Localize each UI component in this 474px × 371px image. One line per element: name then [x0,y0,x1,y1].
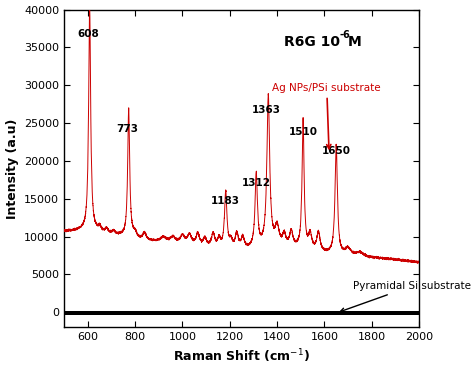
Text: 773: 773 [117,124,138,134]
Text: 608: 608 [78,29,100,39]
Text: 1650: 1650 [322,147,351,157]
Text: Ag NPs/PSi substrate: Ag NPs/PSi substrate [273,83,381,149]
Text: 1510: 1510 [289,128,318,138]
Text: Pyramidal Si substrate: Pyramidal Si substrate [340,281,471,312]
Y-axis label: Intensity (a.u): Intensity (a.u) [6,118,18,219]
Text: M: M [348,35,362,49]
Text: 1183: 1183 [211,196,240,206]
Text: 1363: 1363 [252,105,281,115]
Text: 1312: 1312 [242,178,271,188]
X-axis label: Raman Shift (cm$^{-1}$): Raman Shift (cm$^{-1}$) [173,348,310,365]
Text: R6G 10: R6G 10 [284,35,340,49]
Text: -6: -6 [339,30,350,40]
